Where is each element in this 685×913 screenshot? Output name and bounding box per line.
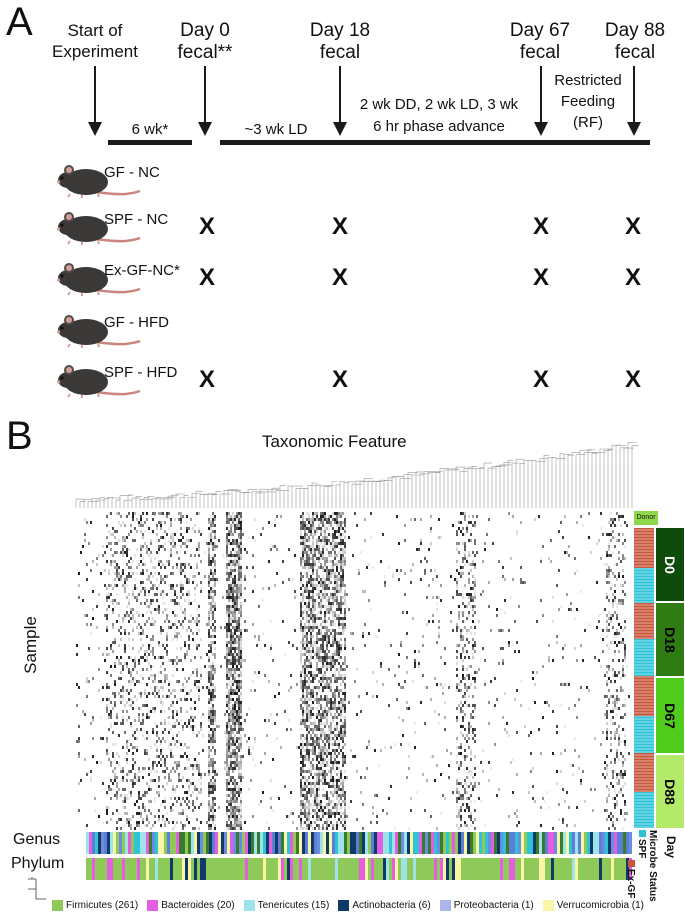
sample-collected-mark: X bbox=[332, 368, 348, 392]
legend-swatch bbox=[147, 900, 158, 911]
timepoint-day18-label: Day 18 fecal bbox=[295, 20, 385, 64]
legend-label: Firmicutes (261) bbox=[66, 900, 138, 911]
heatmap-figure bbox=[0, 440, 685, 912]
timepoint-day0-line1: Day 0 bbox=[160, 20, 250, 42]
microbe-status-column bbox=[634, 528, 654, 828]
period-phase-advance: 2 wk DD, 2 wk LD, 3 wk 6 hr phase advanc… bbox=[344, 96, 534, 136]
genus-label: Genus bbox=[13, 830, 60, 850]
legend-swatch bbox=[244, 900, 255, 911]
legend-label: Verrucomicrobia (1) bbox=[557, 900, 644, 911]
timepoint-day67-line1: Day 67 bbox=[495, 20, 585, 42]
sample-collected-mark: X bbox=[533, 266, 549, 290]
timeline-bar-main bbox=[220, 140, 650, 145]
timepoint-day0-label: Day 0 fecal** bbox=[160, 20, 250, 64]
legend-label: Bacteroides (20) bbox=[161, 900, 234, 911]
phylum-label: Phylum bbox=[11, 854, 64, 874]
spf-label: SPF bbox=[636, 839, 647, 858]
day-label-d0: D0 bbox=[662, 556, 678, 574]
timepoint-start-line2: Experiment bbox=[40, 41, 150, 62]
timepoint-day88-label: Day 88 fecal bbox=[590, 20, 680, 64]
legend-item: Tenericutes (15) bbox=[244, 900, 330, 911]
sample-collected-mark: X bbox=[625, 368, 641, 392]
timepoint-day88-line1: Day 88 bbox=[590, 20, 680, 42]
sample-collected-mark: X bbox=[533, 215, 549, 239]
genus-bar bbox=[86, 832, 632, 854]
day-block-d0: D0 bbox=[656, 528, 684, 601]
legend-swatch bbox=[543, 900, 554, 911]
timepoint-day88-line2: fecal bbox=[590, 42, 680, 64]
day-block-d18: D18 bbox=[656, 603, 684, 676]
group-label: SPF - NC bbox=[104, 211, 168, 229]
legend-swatch bbox=[52, 900, 63, 911]
phylum-bar bbox=[86, 858, 632, 880]
exgf-status-label: Ex-GF bbox=[625, 860, 636, 898]
timepoint-day18-line1: Day 18 bbox=[295, 20, 385, 42]
sample-collected-mark: X bbox=[533, 368, 549, 392]
period-rf-line3: (RF) bbox=[546, 114, 630, 132]
legend-item: Bacteroides (20) bbox=[147, 900, 234, 911]
group-label: Ex-GF-NC* bbox=[104, 262, 180, 280]
sample-collected-mark: X bbox=[199, 215, 215, 239]
period-phase-line1: 2 wk DD, 2 wk LD, 3 wk bbox=[344, 96, 534, 114]
day-axis-label: Day bbox=[664, 836, 678, 858]
timepoint-day18-line2: fecal bbox=[295, 42, 385, 64]
legend-item: Proteobacteria (1) bbox=[440, 900, 534, 911]
legend-label: Proteobacteria (1) bbox=[454, 900, 534, 911]
legend-item: Firmicutes (261) bbox=[52, 900, 138, 911]
day-block-d67: D67 bbox=[656, 678, 684, 753]
group-label: GF - NC bbox=[104, 164, 160, 182]
sample-collected-mark: X bbox=[332, 266, 348, 290]
period-3wk-ld: ~3 wk LD bbox=[226, 121, 326, 139]
timepoint-start-line1: Start of bbox=[40, 20, 150, 41]
heatmap-cells bbox=[76, 512, 630, 830]
sample-collected-mark: X bbox=[199, 368, 215, 392]
panel-a-letter: A bbox=[6, 2, 33, 42]
period-phase-line2: 6 hr phase advance bbox=[344, 118, 534, 136]
legend-label: Actinobacteria (6) bbox=[352, 900, 430, 911]
legend-swatch bbox=[338, 900, 349, 911]
sample-collected-mark: X bbox=[625, 266, 641, 290]
timepoint-day0-line2: fecal** bbox=[160, 42, 250, 64]
legend-item: Actinobacteria (6) bbox=[338, 900, 430, 911]
timepoint-start-label: Start of Experiment bbox=[40, 20, 150, 62]
group-label: GF - HFD bbox=[104, 314, 169, 332]
day-label-d88: D88 bbox=[662, 779, 678, 805]
sample-collected-mark: X bbox=[332, 215, 348, 239]
spf-status-label: SPF bbox=[636, 830, 647, 858]
legend-dendrogram-icon bbox=[26, 877, 46, 903]
sample-collected-mark: X bbox=[199, 266, 215, 290]
day-block-d88: D88 bbox=[656, 755, 684, 828]
donor-label: Donor bbox=[634, 511, 658, 525]
microbe-status-label: Microbe Status bbox=[647, 830, 658, 902]
group-label: SPF - HFD bbox=[104, 364, 177, 382]
column-dendrogram bbox=[76, 443, 639, 509]
period-6wk: 6 wk* bbox=[108, 121, 192, 139]
sample-collected-mark: X bbox=[625, 215, 641, 239]
period-rf-line1: Restricted bbox=[546, 72, 630, 90]
timepoint-day67-label: Day 67 fecal bbox=[495, 20, 585, 64]
period-restricted-feeding: Restricted Feeding (RF) bbox=[546, 72, 630, 132]
timepoint-day67-line2: fecal bbox=[495, 42, 585, 64]
legend-item: Verrucomicrobia (1) bbox=[543, 900, 644, 911]
legend-label: Tenericutes (15) bbox=[258, 900, 330, 911]
day-label-d18: D18 bbox=[662, 627, 678, 653]
phylum-legend: Firmicutes (261) Bacteroides (20) Tenericu… bbox=[52, 895, 653, 913]
timeline-bar-pre bbox=[108, 140, 192, 145]
day-label-d67: D67 bbox=[662, 703, 678, 729]
period-rf-line2: Feeding bbox=[546, 93, 630, 111]
legend-swatch bbox=[440, 900, 451, 911]
